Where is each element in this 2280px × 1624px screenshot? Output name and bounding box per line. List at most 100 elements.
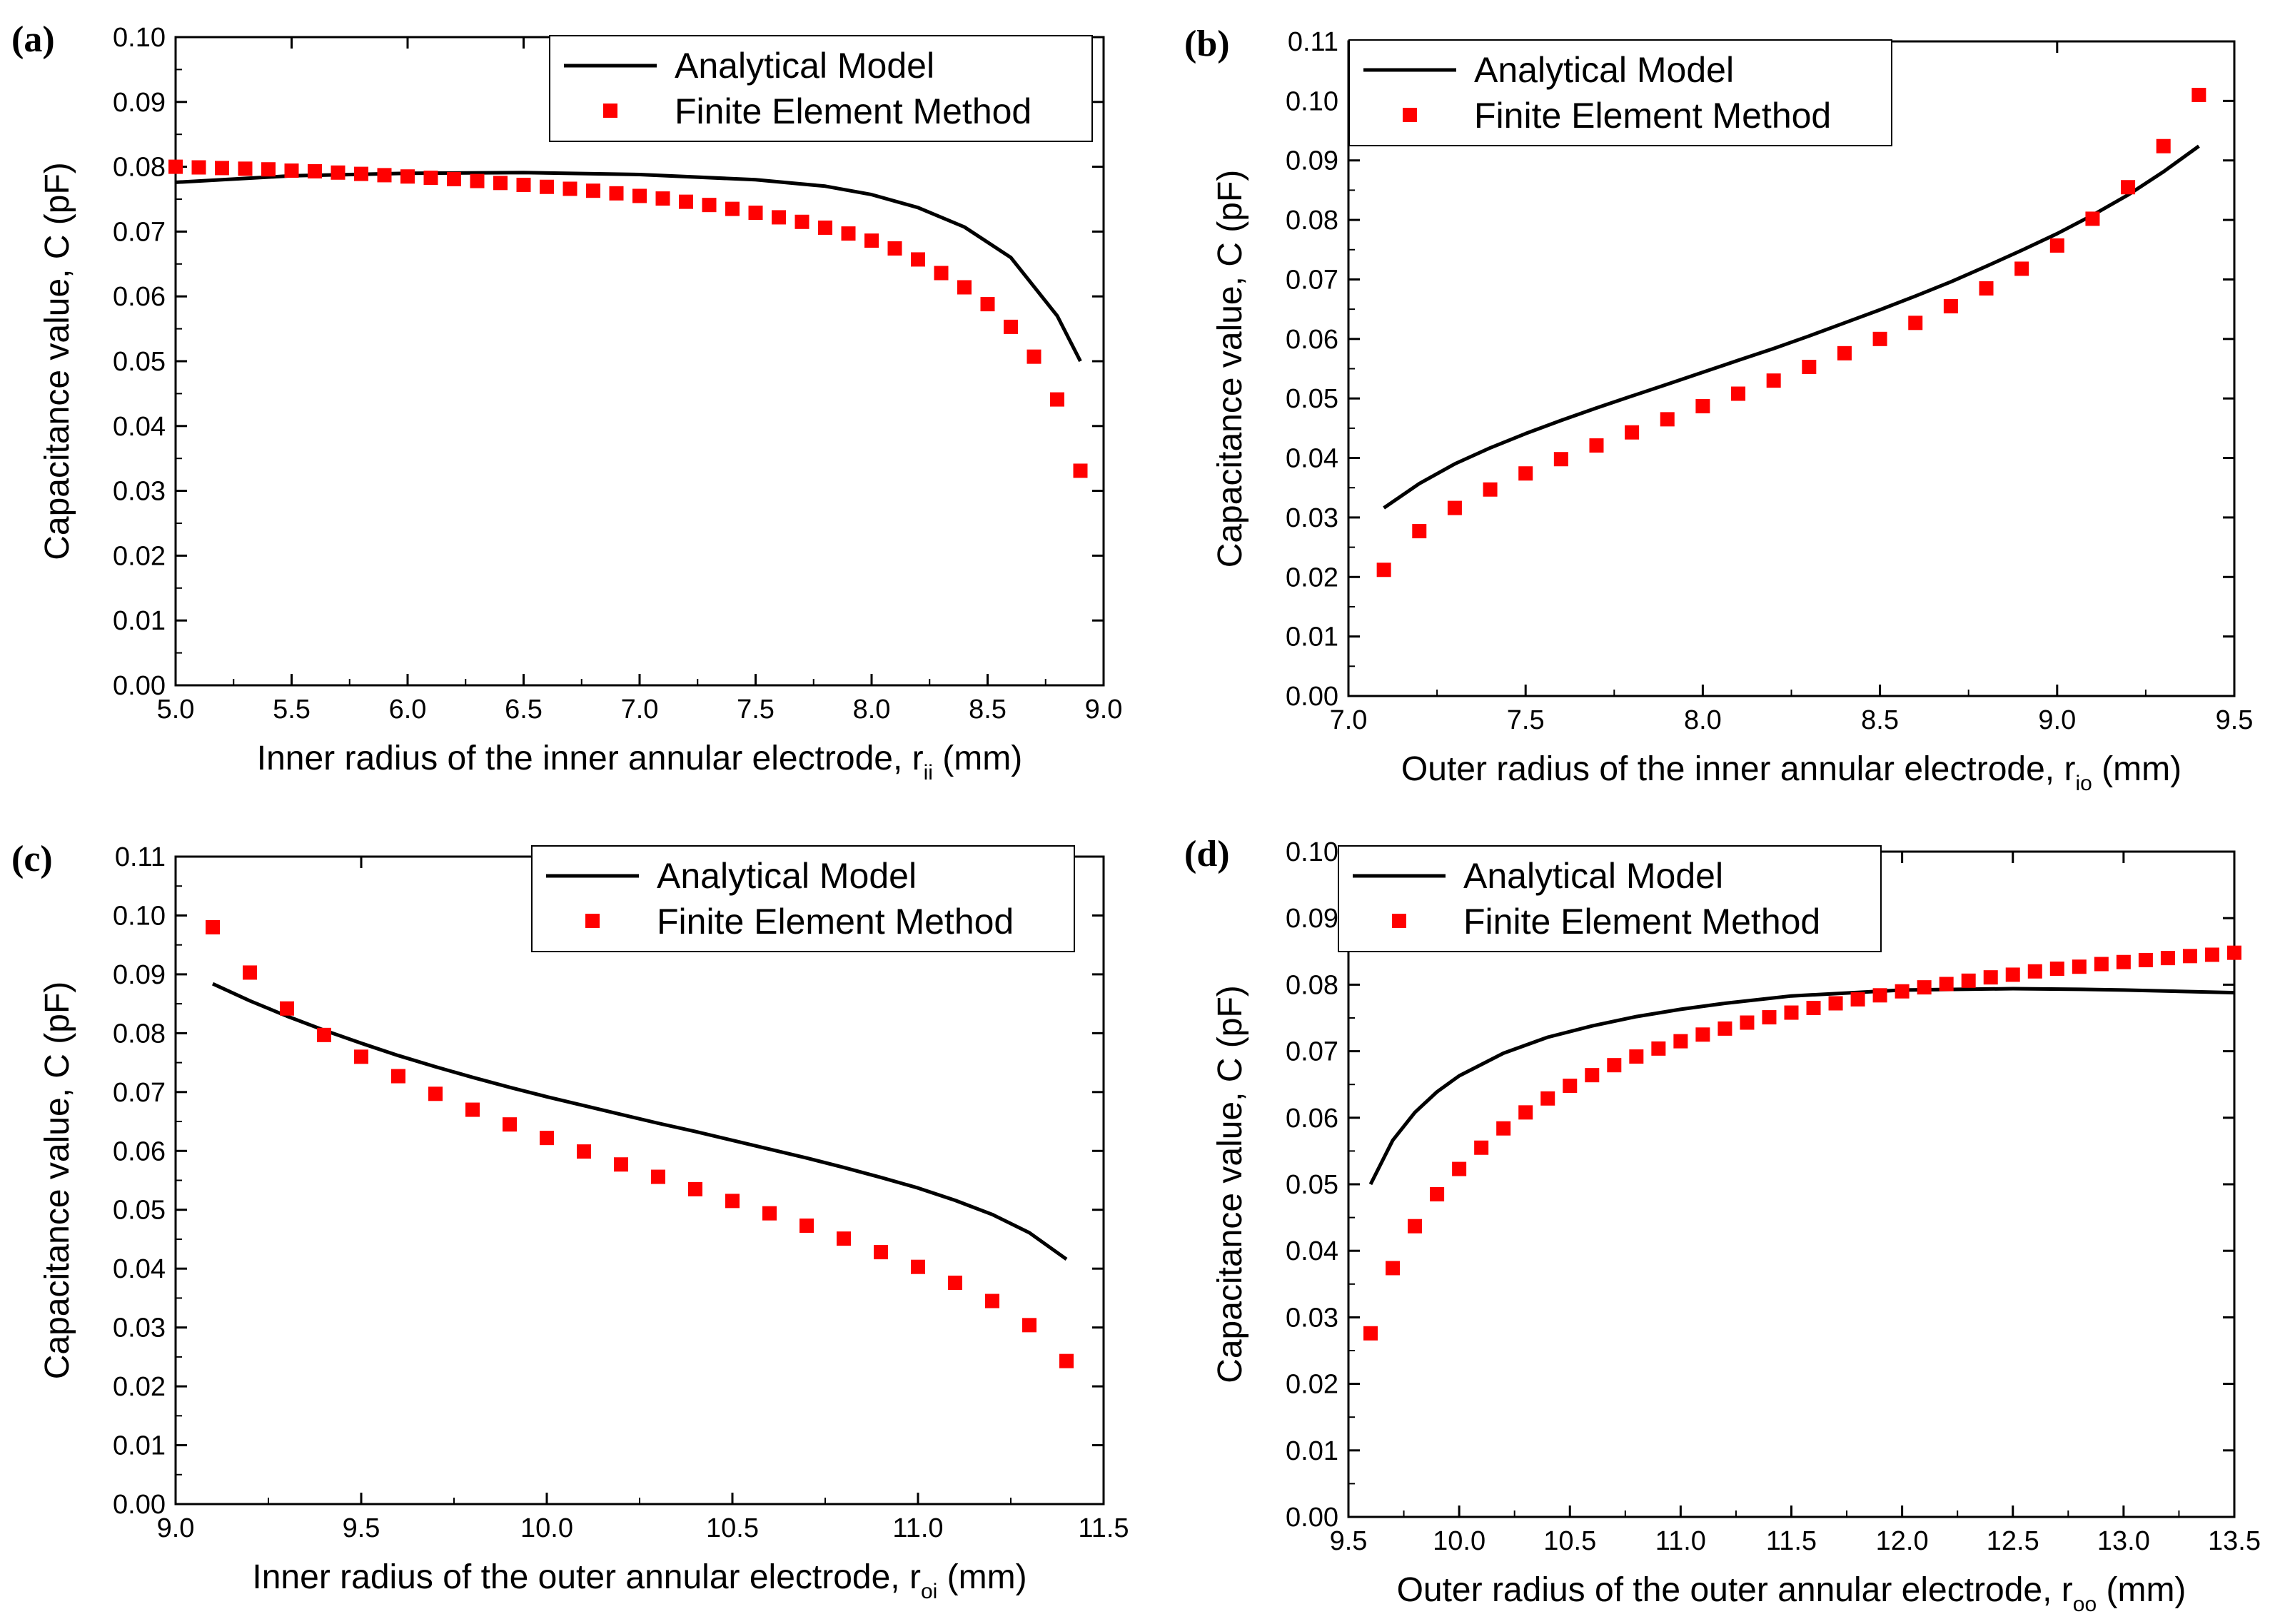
fem-data-point (632, 188, 647, 203)
y-axis-title: Capacitance value, C (pF) (1211, 170, 1249, 568)
legend-box (549, 35, 1093, 142)
fem-data-point (1553, 452, 1568, 467)
y-tick-label: 0.05 (113, 347, 166, 377)
y-tick-label: 0.10 (113, 23, 166, 53)
y-tick-label: 0.10 (113, 901, 166, 931)
panel-label: (b) (1184, 24, 1230, 64)
fem-data-point (2085, 211, 2100, 226)
fem-data-point (2094, 957, 2109, 972)
legend-square-swatch (1392, 914, 1406, 928)
panel-label: (d) (1184, 834, 1230, 874)
x-axis-title-subscript: oo (2073, 1593, 2097, 1616)
y-tick-label: 0.04 (1286, 1236, 1338, 1266)
fem-data-point (577, 1144, 591, 1159)
fem-data-point (1908, 316, 1923, 331)
fem-data-point (1784, 1005, 1799, 1020)
x-tick-label: 6.0 (389, 695, 427, 725)
y-tick-label: 0.01 (1286, 622, 1338, 652)
fem-data-point (168, 159, 183, 174)
fem-data-point (1872, 988, 1887, 1003)
fem-data-point (2156, 138, 2171, 153)
fem-data-point (1828, 996, 1843, 1011)
y-tick-label: 0.02 (1286, 1370, 1338, 1400)
legend: Analytical Model Finite Element Method (549, 35, 1093, 142)
fem-data-point (688, 1181, 702, 1196)
fem-data-point (1563, 1079, 1578, 1094)
y-tick-label: 0.08 (113, 1019, 166, 1049)
legend-analytical-label: Analytical Model (1463, 856, 1723, 896)
x-tick-label: 8.0 (853, 695, 891, 725)
fem-data-point (1059, 1353, 1074, 1368)
fem-data-point (2121, 180, 2136, 195)
fem-data-point (911, 252, 925, 267)
x-tick-label: 13.5 (2208, 1526, 2261, 1556)
y-tick-label: 0.00 (1286, 1503, 1338, 1533)
legend-analytical-label: Analytical Model (675, 46, 934, 86)
fem-data-point (1895, 984, 1910, 999)
y-tick-label: 0.01 (113, 606, 166, 636)
x-axis-title: Outer radius of the inner annular electr… (1401, 750, 2181, 795)
x-tick-label: 7.5 (1507, 705, 1545, 735)
fem-data-point (818, 220, 832, 235)
fem-data-point (1837, 346, 1852, 360)
fem-data-point (1802, 359, 1817, 374)
fem-data-point (1518, 1105, 1533, 1120)
x-axis-title-subscript: io (2075, 772, 2092, 795)
y-tick-label: 0.08 (1286, 206, 1338, 236)
y-tick-label: 0.07 (1286, 265, 1338, 295)
legend-fem-label: Finite Element Method (657, 902, 1014, 942)
y-axis-title: Capacitance value, C (pF) (39, 162, 76, 560)
chart-panel-a: 5.0 5.5 6.0 6.5 7.0 7.5 8.0 8.5 9.0 0.00 0.01 0.02 0… (11, 19, 1122, 785)
chart-panel-c: 9.0 9.5 10.0 10.5 11.0 11.5 0.00 0.01 0.02 0.03 0.… (11, 839, 1129, 1603)
y-axis-title: Capacitance value, C (pF) (1211, 985, 1249, 1383)
legend: Analytical Model Finite Element Method (531, 845, 1075, 952)
fem-data-point (725, 201, 740, 216)
legend-box (531, 845, 1075, 952)
fem-data-point (2027, 964, 2042, 979)
fem-data-point (2182, 949, 2197, 964)
y-tick-label: 0.10 (1286, 837, 1338, 867)
legend-analytical-label: Analytical Model (657, 856, 917, 896)
y-axis-title: Capacitance value, C (pF) (39, 982, 76, 1380)
x-tick-label: 10.0 (1433, 1526, 1485, 1556)
fem-data-point (215, 161, 229, 176)
fem-data-point (1943, 298, 1958, 313)
x-tick-label: 9.5 (1330, 1526, 1368, 1556)
fem-data-point (280, 1001, 294, 1016)
fem-data-point (1386, 1261, 1401, 1276)
x-tick-label: 12.5 (1987, 1526, 2039, 1556)
fem-data-point (1673, 1034, 1688, 1049)
fem-data-point (1073, 463, 1088, 478)
x-axis-title-unit: (mm) (2097, 1571, 2186, 1609)
fem-data-point (1483, 482, 1498, 497)
fem-data-point (985, 1293, 999, 1308)
x-axis-title-text: Inner radius of the outer annular electr… (252, 1558, 921, 1596)
x-axis-title-unit: (mm) (933, 740, 1022, 777)
legend: Analytical Model Finite Element Method (1338, 845, 1882, 952)
fem-data-point (1939, 977, 1954, 992)
fem-data-point (1496, 1121, 1511, 1136)
y-tick-label: 0.02 (113, 541, 166, 571)
x-axis-title-unit: (mm) (937, 1558, 1026, 1596)
fem-data-point (1408, 1219, 1423, 1234)
fem-data-point (206, 919, 220, 934)
fem-data-point (841, 226, 856, 241)
fem-data-point (1004, 319, 1018, 334)
legend-square-swatch (603, 104, 617, 118)
x-tick-label: 12.0 (1876, 1526, 1929, 1556)
chart-panel-b: 7.0 7.5 8.0 8.5 9.0 9.5 0.00 0.01 0.02 0.03 0.04 0.… (1184, 24, 2253, 795)
x-tick-label: 9.0 (1085, 695, 1123, 725)
y-tick-label: 0.03 (113, 477, 166, 507)
x-tick-label: 8.0 (1684, 705, 1722, 735)
x-tick-label: 5.0 (157, 695, 195, 725)
fem-data-point (447, 171, 461, 186)
fem-data-point (1412, 524, 1427, 539)
fem-data-point (799, 1218, 814, 1233)
fem-data-point (191, 160, 206, 175)
y-tick-label: 0.03 (113, 1313, 166, 1343)
y-tick-label: 0.08 (1286, 970, 1338, 1000)
x-tick-label: 10.0 (520, 1513, 573, 1543)
analytical-model-line (211, 982, 1068, 1261)
fem-data-point (609, 186, 624, 201)
fem-data-point (354, 1049, 368, 1064)
